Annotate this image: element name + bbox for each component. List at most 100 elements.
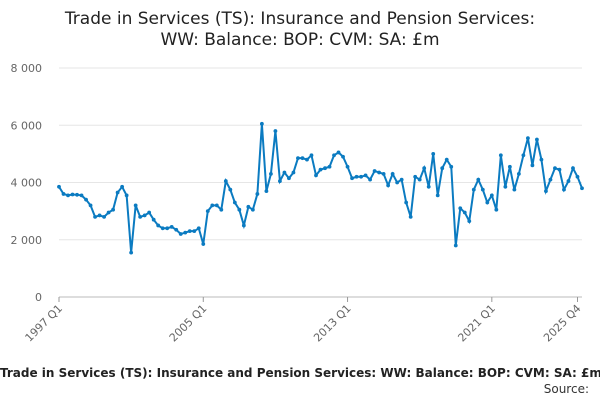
data-point [327,164,332,169]
data-point [350,176,354,181]
data-point [553,166,557,171]
data-point [124,193,129,198]
data-point [318,167,323,172]
data-point [539,157,544,162]
data-point [535,137,539,142]
data-point [183,230,188,235]
data-point [282,170,287,175]
data-point [521,153,526,158]
y-tick-label: 8 000 [11,62,43,75]
data-point [544,189,548,193]
chart-title-line-1: Trade in Services (TS): Insurance and Pe… [64,9,535,29]
data-point [151,217,156,222]
data-point [413,174,418,179]
data-point [503,184,508,189]
data-point [75,192,79,197]
data-point [214,203,219,208]
data-point [287,176,291,181]
data-point [526,136,530,141]
data-point [142,213,147,218]
data-point [61,192,66,196]
data-point [210,203,215,208]
data-point [187,229,192,234]
data-point [571,166,575,171]
x-tick-label: 2025 Q4 [541,302,584,345]
data-point [255,192,260,196]
x-tick-label: 2013 Q1 [311,302,354,345]
series-line [58,123,583,253]
data-point [507,164,512,169]
data-point [562,187,566,192]
data-point [440,166,445,171]
x-axis: 1997 Q1 2005 Q1 2013 Q1 2021 Q1 2025 Q4 [23,297,584,344]
data-point [120,184,125,189]
data-point [129,250,134,255]
data-point [79,193,84,198]
data-point [372,169,377,173]
data-point [232,200,237,205]
data-point [196,226,201,231]
data-point [435,193,440,198]
data-point [449,164,454,169]
data-point [66,193,70,198]
x-tick-label: 2005 Q1 [167,302,210,345]
chart-title-line-2: WW: Balance: BOP: CVM: SA: £m [160,30,439,50]
data-point [480,187,485,192]
data-point [192,229,197,234]
data-point [165,226,170,231]
data-point [291,170,296,175]
data-point [530,163,535,168]
footer-series-title: Trade in Services (TS): Insurance and Pe… [0,366,600,380]
data-point [323,166,327,171]
y-axis: 0 2 000 4 000 6 000 8 000 [11,62,43,304]
data-point [219,207,224,212]
data-point [386,183,391,188]
data-point [205,209,210,214]
series-points [57,121,584,255]
data-point [345,164,350,169]
data-point [273,129,278,133]
data-point [426,184,431,189]
y-gridlines [59,67,582,298]
y-tick-label: 4 000 [11,177,43,190]
data-point [462,210,467,215]
data-point [431,151,436,156]
data-point [566,179,571,183]
data-point [102,214,106,219]
data-point [557,167,562,172]
data-point [390,172,395,176]
data-point [264,189,269,193]
data-point [70,192,75,197]
data-point [399,177,404,182]
data-point [417,177,422,182]
y-tick-label: 0 [35,291,42,304]
x-tick-label: 1997 Q1 [23,302,66,345]
data-point [241,223,246,228]
footer-source-label: Source: [543,382,589,396]
data-point [489,193,494,198]
data-point [201,242,206,246]
data-point [169,224,174,229]
data-point [296,156,300,161]
data-point [395,180,400,185]
data-point [115,190,120,195]
data-point [476,177,481,182]
data-point [111,207,115,212]
data-point [341,154,345,159]
data-point [259,121,264,126]
data-point [178,232,183,236]
data-point [471,187,476,192]
data-point [458,206,463,211]
data-point [494,207,499,212]
data-point [377,170,382,175]
data-point [444,157,449,162]
data-point [223,179,228,183]
data-point [354,174,359,179]
data-point [359,174,363,179]
data-point [160,226,165,231]
y-tick-label: 2 000 [11,234,43,247]
data-point [332,153,336,158]
data-point [246,204,251,209]
data-point [138,214,143,219]
data-point [309,153,314,158]
